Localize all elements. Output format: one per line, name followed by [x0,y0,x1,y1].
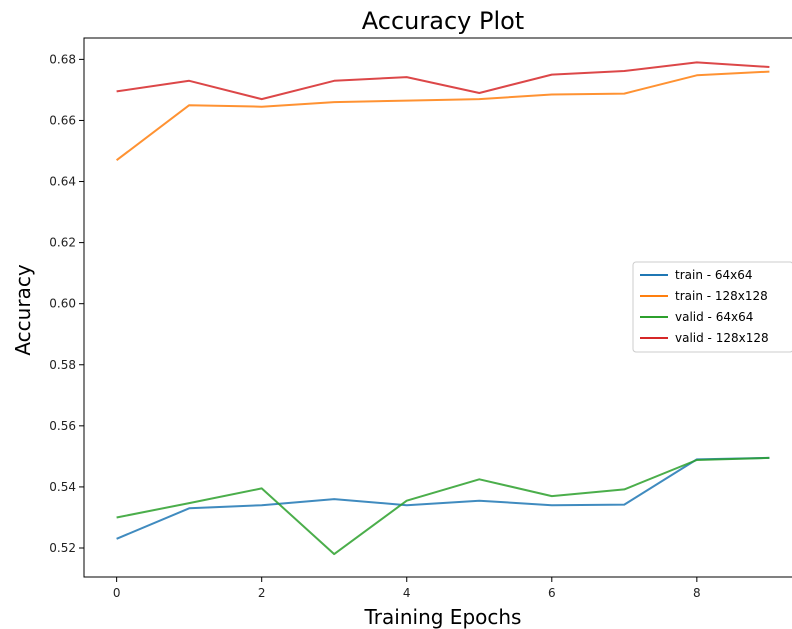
y-axis-label: Accuracy [11,264,35,355]
x-tick-label: 2 [258,586,266,600]
y-tick-label: 0.62 [49,236,76,250]
series-line-1 [116,456,770,540]
legend-label: valid - 128x128 [675,331,769,345]
x-tick-label: 0 [113,586,121,600]
x-axis-label: Training Epochs [364,605,522,629]
y-tick-label: 0.56 [49,419,76,433]
legend-label: train - 128x128 [675,289,768,303]
chart-title: Accuracy Plot [362,7,524,35]
legend-label: valid - 64x64 [675,310,753,324]
y-tick-label: 0.64 [49,175,76,189]
y-tick-label: 0.58 [49,358,76,372]
legend-box [632,261,792,353]
plot-area [115,61,770,556]
y-tick-label: 0.52 [49,541,76,555]
x-tick-label: 8 [693,586,701,600]
x-tick-label: 4 [403,586,411,600]
plot-frame [83,37,792,578]
legend-label: train - 64x64 [675,268,753,282]
y-axis: 0.52 0.54 0.56 0.58 0.60 0.62 0.64 0.66 0.68 [49,52,84,555]
x-tick-label: 6 [548,586,556,600]
series-line-4 [116,61,770,101]
y-tick-label: 0.54 [49,480,76,494]
y-tick-label: 0.60 [49,297,76,311]
x-axis: 0 2 4 6 8 [113,577,701,600]
legend: train - 64x64 train - 128x128 valid - 64x6… [632,261,792,353]
series-line-3 [116,456,770,556]
series-line-2 [115,70,770,161]
y-tick-label: 0.68 [49,52,76,66]
y-tick-label: 0.66 [49,113,76,127]
